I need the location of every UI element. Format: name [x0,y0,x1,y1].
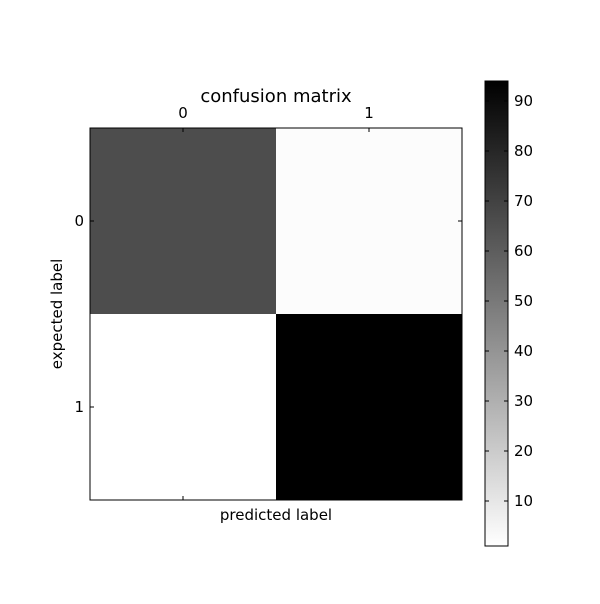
colorbar-tick-label: 60 [514,242,533,260]
heatmap-cells [90,128,462,500]
y-tick-label: 0 [74,212,84,230]
chart-title: confusion matrix [200,86,352,107]
x-tick-label: 1 [364,104,374,122]
plot-frame [89,127,463,501]
heatmap-cell-0-0 [90,128,276,314]
y-tick-label: 1 [74,398,84,416]
x-tick-label: 0 [178,104,188,122]
colorbar-tick-label: 50 [514,292,533,310]
heatmap-axes: 0 1 0 1 [74,104,463,501]
y-axis-label: expected label [48,259,66,370]
colorbar-tick-label: 90 [514,92,533,110]
colorbar-tick-label: 10 [514,492,533,510]
colorbar-tick-label: 80 [514,142,533,160]
heatmap-cell-0-1 [276,128,462,314]
heatmap-cell-1-1 [276,314,462,500]
heatmap-cell-1-0 [90,314,276,500]
colorbar-tick-label: 20 [514,442,533,460]
x-axis-label: predicted label [220,506,332,524]
colorbar-tick-label: 30 [514,392,533,410]
colorbar-tick-label: 40 [514,342,533,360]
colorbar-tick-label: 70 [514,192,533,210]
colorbar: 10 20 30 40 50 60 70 80 90 [484,80,533,547]
colorbar-gradient [484,80,509,547]
